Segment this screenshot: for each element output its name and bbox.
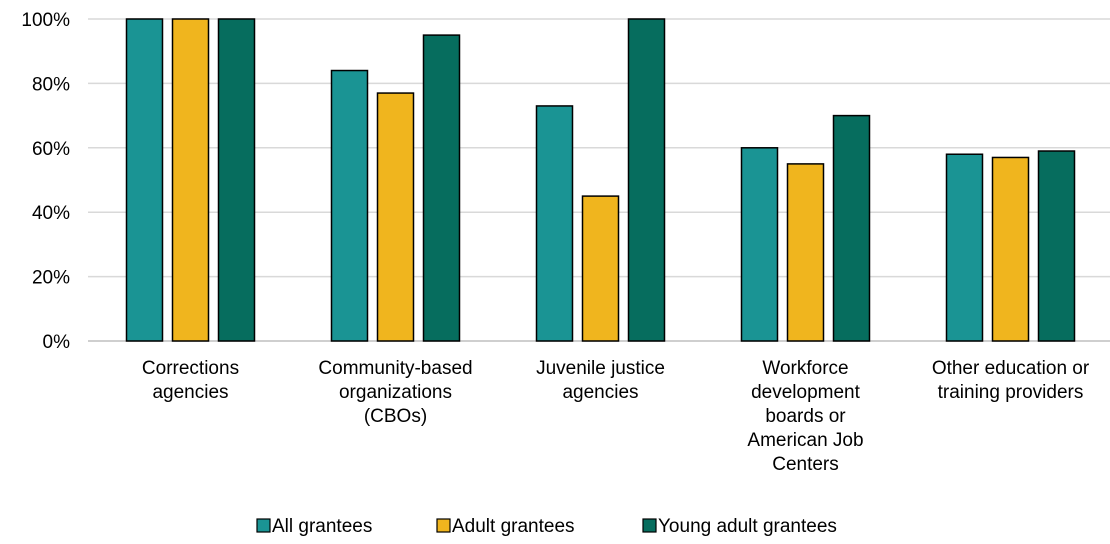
y-axis-ticks: 0% 20% 40% 60% 80% 100% xyxy=(21,10,70,353)
y-tick-label: 60% xyxy=(32,139,70,160)
bar xyxy=(945,153,984,342)
legend-swatch xyxy=(436,518,451,533)
y-tick-label: 100% xyxy=(21,10,70,31)
bar xyxy=(832,114,871,342)
bar xyxy=(376,92,415,342)
bar xyxy=(1037,150,1076,342)
legend-label: All grantees xyxy=(272,516,372,537)
bar xyxy=(217,18,256,342)
legend-swatch xyxy=(256,518,271,533)
bar xyxy=(627,18,666,342)
bar xyxy=(991,156,1030,342)
y-tick-label: 0% xyxy=(43,332,71,353)
legend-label: Young adult grantees xyxy=(658,516,837,537)
legend-swatch xyxy=(642,518,657,533)
bar xyxy=(125,18,164,342)
legend: All grantees Adult grantees Young adult gr… xyxy=(256,516,837,537)
y-tick-label: 80% xyxy=(32,74,70,95)
legend-label: Adult grantees xyxy=(452,516,575,537)
category-label: Community-based organizations (CBOs) xyxy=(318,358,472,427)
bar xyxy=(171,18,210,342)
category-label: Corrections agencies xyxy=(142,358,239,403)
category-label: Juvenile justice agencies xyxy=(536,358,665,403)
bar xyxy=(330,69,369,342)
y-tick-label: 40% xyxy=(32,203,70,224)
bar xyxy=(740,147,779,342)
y-tick-label: 20% xyxy=(32,268,70,289)
x-axis-categories: Corrections agencies Community-based organi… xyxy=(142,358,1090,475)
bars xyxy=(125,18,1076,342)
bar xyxy=(422,34,461,342)
category-label: Workforce development boards or American Jo… xyxy=(747,358,863,475)
bar xyxy=(535,105,574,342)
category-label: Other education or training providers xyxy=(932,358,1090,403)
bar xyxy=(581,195,620,342)
bar xyxy=(786,163,825,342)
